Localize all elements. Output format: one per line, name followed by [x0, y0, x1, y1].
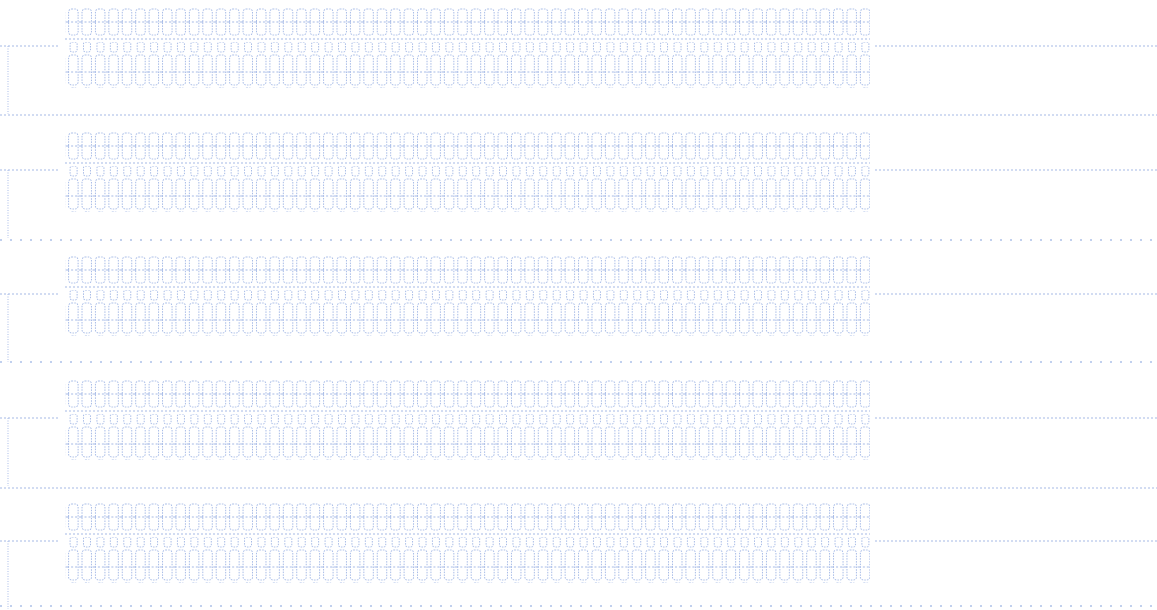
- band-4: [0, 379, 1157, 487]
- band-3: [0, 255, 1157, 363]
- band-1: [0, 7, 1157, 115]
- band-5: [0, 502, 1157, 610]
- band-2: [0, 131, 1157, 239]
